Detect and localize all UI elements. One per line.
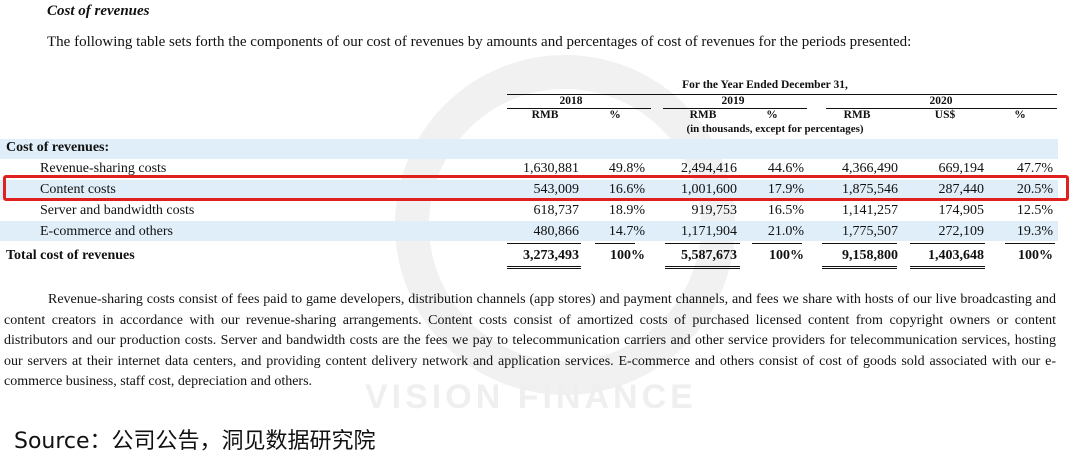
total-rule xyxy=(822,243,897,244)
period-header-rule xyxy=(507,94,1057,95)
explanation-paragraph: Revenue-sharing costs consist of fees pa… xyxy=(4,292,1056,389)
cell-rmb-2019: 919,753 xyxy=(691,203,738,218)
cell-rmb-2018: 543,009 xyxy=(533,182,580,197)
row-label: Content costs xyxy=(40,182,116,197)
cell-rmb-2018: 480,866 xyxy=(533,224,580,239)
table-row: Revenue-sharing costs 1,630,881 49.8% 2,… xyxy=(0,158,1058,179)
year-2020-rule xyxy=(826,108,1057,109)
cell-usd-2020: 272,109 xyxy=(938,224,985,239)
unit-rmb-2020: RMB xyxy=(843,109,871,121)
cell-usd-2020: 174,905 xyxy=(938,203,985,218)
total-double-rule xyxy=(507,268,581,269)
cell-pct-2018: 14.7% xyxy=(608,224,645,239)
cell-rmb-2019: 1,171,904 xyxy=(681,224,737,239)
table-row: Content costs 543,009 16.6% 1,001,600 17… xyxy=(0,179,1058,200)
total-rule xyxy=(1005,243,1055,244)
band-group xyxy=(0,139,1058,159)
cell-rmb-2020: 1,775,507 xyxy=(842,224,898,239)
cell-rmb-2018: 618,737 xyxy=(533,203,580,218)
cell-pct-2018: 18.9% xyxy=(608,203,645,218)
group-label: Cost of revenues: xyxy=(6,140,110,155)
total-rule xyxy=(595,243,635,244)
row-label: Server and bandwidth costs xyxy=(40,203,195,218)
cell-rmb-2020: 1,141,257 xyxy=(842,203,898,218)
row-label: Revenue-sharing costs xyxy=(40,161,167,176)
total-double-rule xyxy=(665,268,740,269)
total-double-rule xyxy=(822,266,897,267)
highlight-box xyxy=(3,175,1069,201)
cell-rmb-2019: 2,494,416 xyxy=(681,161,737,176)
cell-pct-2018: 49.8% xyxy=(608,161,645,176)
cell-rmb-2018: 3,273,493 xyxy=(523,248,579,263)
period-header: For the Year Ended December 31, xyxy=(682,79,848,91)
cell-usd-2020: 1,403,648 xyxy=(928,248,984,263)
year-2018-rule xyxy=(507,108,651,109)
year-2019: 2019 xyxy=(721,95,745,107)
total-double-rule xyxy=(910,268,985,269)
cell-pct-2020: 20.5% xyxy=(1016,182,1053,197)
cell-usd-2020: 287,440 xyxy=(938,182,985,197)
unit-pct-2020: % xyxy=(1014,109,1026,121)
cell-pct-2020: 19.3% xyxy=(1016,224,1053,239)
unit-rmb-2018: RMB xyxy=(531,109,559,121)
total-row: Total cost of revenues 3,273,493 100% 5,… xyxy=(0,245,1058,266)
unit-rmb-2019: RMB xyxy=(689,109,717,121)
table-note: (in thousands, except for percentages) xyxy=(686,123,864,135)
cell-pct-2019: 17.9% xyxy=(767,182,804,197)
year-2020: 2020 xyxy=(929,95,953,107)
band-content xyxy=(0,180,1058,200)
cell-pct-2018: 16.6% xyxy=(608,182,645,197)
cell-pct-2020: 100% xyxy=(1018,248,1053,263)
cell-pct-2020: 12.5% xyxy=(1016,203,1053,218)
unit-pct-2018: % xyxy=(609,109,621,121)
total-rule xyxy=(665,243,740,244)
unit-pct-2019: % xyxy=(766,109,778,121)
table-row: Server and bandwidth costs 618,737 18.9%… xyxy=(0,200,1058,221)
cell-rmb-2019: 1,001,600 xyxy=(681,182,737,197)
band-ecommerce xyxy=(0,221,1058,241)
total-double-rule xyxy=(507,266,581,267)
total-rule xyxy=(507,243,581,244)
total-double-rule xyxy=(822,268,897,269)
total-rule xyxy=(910,243,985,244)
total-label: Total cost of revenues xyxy=(6,248,135,263)
cell-pct-2018: 100% xyxy=(610,248,645,263)
year-2018: 2018 xyxy=(559,95,583,107)
cell-rmb-2018: 1,630,881 xyxy=(523,161,579,176)
cell-rmb-2020: 9,158,800 xyxy=(842,248,898,263)
cell-pct-2019: 16.5% xyxy=(767,203,804,218)
year-2019-rule xyxy=(663,108,807,109)
total-rule xyxy=(752,243,802,244)
total-double-rule xyxy=(665,266,740,267)
cell-rmb-2019: 5,587,673 xyxy=(681,248,737,263)
section-title: Cost of revenues xyxy=(47,3,150,19)
row-label: E-commerce and others xyxy=(40,224,173,239)
cell-usd-2020: 669,194 xyxy=(938,161,985,176)
cell-rmb-2020: 1,875,546 xyxy=(842,182,898,197)
unit-usd-2020: US$ xyxy=(934,109,956,121)
watermark-text: VISION FINANCE xyxy=(365,378,697,416)
intro-text: The following table sets forth the compo… xyxy=(47,34,912,50)
table-row: E-commerce and others 480,866 14.7% 1,17… xyxy=(0,221,1058,242)
cell-pct-2020: 47.7% xyxy=(1016,161,1053,176)
cell-pct-2019: 21.0% xyxy=(767,224,804,239)
cell-rmb-2020: 4,366,490 xyxy=(842,161,898,176)
cell-pct-2019: 44.6% xyxy=(767,161,804,176)
cell-pct-2019: 100% xyxy=(769,248,804,263)
source-caption: Source：公司公告，洞见数据研究院 xyxy=(14,429,376,454)
total-double-rule xyxy=(910,266,985,267)
